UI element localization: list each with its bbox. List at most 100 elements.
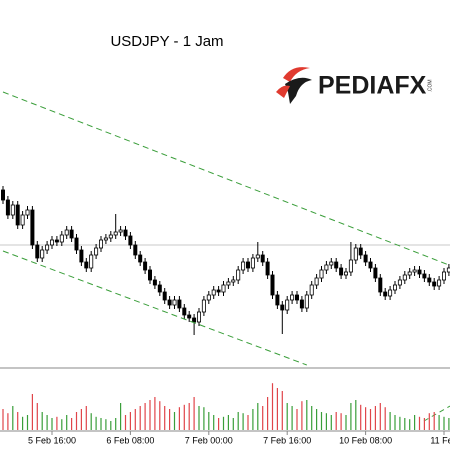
volume-bar <box>433 412 435 430</box>
candle-body <box>138 254 143 263</box>
candle-body <box>79 249 84 263</box>
volume-bar <box>330 415 332 430</box>
chart-title: USDJPY - 1 Jam <box>110 33 223 50</box>
candle-body <box>89 254 94 269</box>
volume-bar <box>301 401 303 430</box>
volume-bar <box>394 415 396 430</box>
candle-body <box>231 279 236 283</box>
volume-bar <box>389 412 391 430</box>
candle-body <box>388 289 393 297</box>
candle-body <box>211 289 216 296</box>
volume-bar <box>306 400 308 430</box>
volume-bar <box>12 406 14 430</box>
volume-bar <box>95 416 97 430</box>
volume-bar <box>120 403 122 430</box>
candle-body <box>152 279 157 286</box>
candle-body <box>143 261 148 271</box>
candle-body <box>177 299 182 309</box>
volume-bar <box>438 415 440 430</box>
volume-bar <box>423 418 425 430</box>
volume-bar <box>144 403 146 430</box>
volume-bar <box>365 407 367 430</box>
volume-bar <box>26 415 29 430</box>
volume-bar <box>66 415 68 430</box>
candle-body <box>285 299 290 311</box>
candle-body <box>329 261 334 266</box>
candle-body <box>245 261 250 269</box>
volume-bar <box>237 412 239 430</box>
volume-bar <box>41 412 43 430</box>
candle-body <box>427 277 432 283</box>
volume-bar <box>374 406 376 430</box>
candle-body <box>280 304 285 311</box>
volume-bar <box>232 418 234 430</box>
candle-body <box>363 254 368 263</box>
volume-bar <box>169 409 171 430</box>
volume-bar <box>129 412 131 430</box>
candle-body <box>368 261 373 269</box>
volume-bar <box>7 413 9 430</box>
candle-body <box>50 239 55 246</box>
volume-bar <box>276 388 278 430</box>
volume-bar <box>31 394 33 430</box>
volume-bar <box>355 400 357 430</box>
volume-bar <box>418 416 421 430</box>
volume-bar <box>134 409 136 430</box>
candle-body <box>133 244 138 256</box>
candle-body <box>432 281 437 287</box>
volume-bar <box>183 404 185 430</box>
candle-body <box>358 247 363 256</box>
volume-bar <box>242 413 244 430</box>
volume-bar <box>17 412 19 430</box>
volume-bar <box>71 418 73 430</box>
volume-bar <box>124 415 127 430</box>
volume-bar <box>316 409 318 430</box>
candle-body <box>118 229 123 233</box>
candle-body <box>157 284 162 293</box>
candle-body <box>397 279 402 286</box>
candle-body <box>275 294 280 306</box>
candle-body <box>167 299 172 306</box>
candle-body <box>206 294 211 301</box>
candle-body <box>270 274 275 296</box>
volume-bar <box>75 412 78 430</box>
volume-bar <box>369 409 372 430</box>
candle-body <box>99 239 104 249</box>
x-tick-label: 7 Feb 00:00 <box>185 435 233 445</box>
candle-body <box>260 254 265 263</box>
candle-body <box>417 269 422 275</box>
trendline <box>2 250 307 366</box>
volume-bar <box>110 421 112 430</box>
volume-bar <box>340 413 342 430</box>
volume-bar <box>198 406 200 430</box>
candle-body <box>250 257 255 269</box>
candle-body <box>373 267 378 279</box>
candle-body <box>84 261 89 269</box>
volume-bar <box>193 397 195 430</box>
volume-bar <box>345 415 347 430</box>
candle-body <box>441 271 446 281</box>
candle-body <box>172 299 177 306</box>
volume-bar <box>428 413 430 430</box>
candle-body <box>40 249 45 259</box>
volume-bar <box>46 415 48 430</box>
candle-body <box>59 234 64 243</box>
volume-bar <box>325 413 327 430</box>
volume-bar <box>218 418 220 430</box>
volume-bar <box>61 419 63 430</box>
candle-body <box>103 237 108 241</box>
volume-bar <box>350 403 352 430</box>
candle-body <box>64 229 69 236</box>
volume-bar <box>267 397 269 430</box>
volume-bar <box>208 412 210 430</box>
candle-body <box>45 244 50 251</box>
candle-body <box>339 267 344 276</box>
volume-bar <box>2 409 4 430</box>
candle-body <box>54 239 59 243</box>
candle-body <box>402 274 407 281</box>
candle-body <box>25 209 30 216</box>
volume-bar <box>335 412 337 430</box>
volume-bar <box>213 415 215 430</box>
x-tick-label: 7 Feb 16:00 <box>263 435 311 445</box>
